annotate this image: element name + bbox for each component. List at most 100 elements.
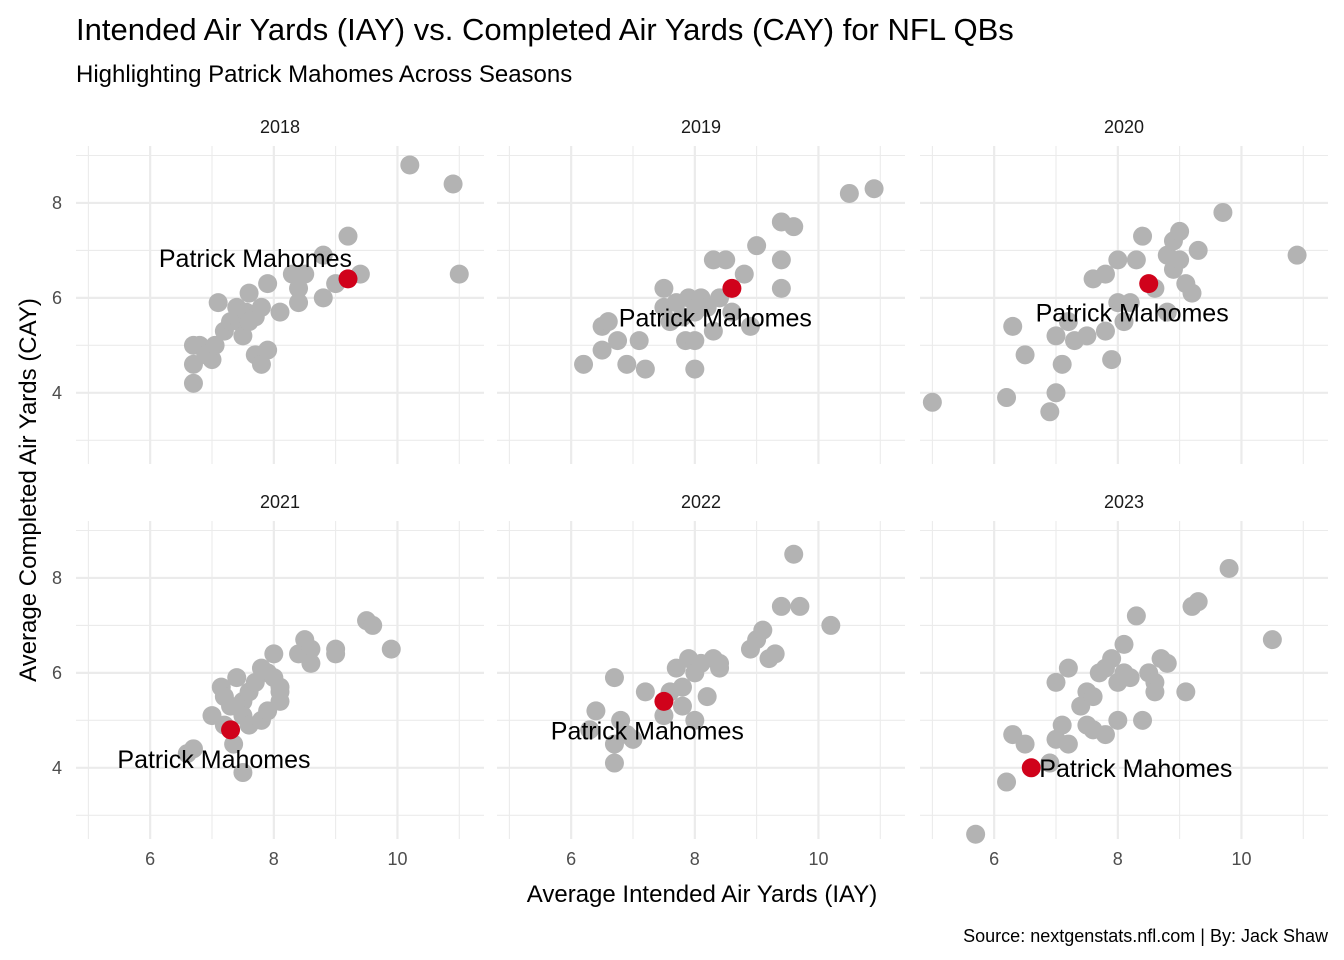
grid — [920, 146, 1328, 464]
qb-point — [685, 331, 705, 351]
qb-point — [1133, 226, 1153, 246]
qb-point — [629, 331, 649, 351]
qb-point — [604, 753, 624, 773]
qb-point — [710, 653, 730, 673]
qb-point — [1157, 302, 1177, 322]
qb-point — [1114, 312, 1134, 332]
qb-point — [208, 293, 228, 313]
qb-point — [771, 596, 791, 616]
qb-point — [1083, 687, 1103, 707]
x-tick-label: 6 — [145, 849, 155, 869]
y-axis-label: Average Completed Air Yards (CAY) — [15, 298, 42, 682]
facet-panel-2020: 2020 Patrick Mahomes — [920, 117, 1328, 464]
qb-point — [747, 236, 767, 256]
qb-point — [580, 720, 600, 740]
qb-point — [1015, 734, 1035, 754]
qb-point — [740, 316, 760, 336]
qb-point — [1133, 710, 1153, 730]
mahomes-point — [221, 720, 241, 740]
qb-point — [1095, 321, 1115, 341]
mahomes-label: Patrick Mahomes — [117, 746, 310, 774]
qb-point — [1108, 710, 1128, 730]
facet-strip-label: 2021 — [260, 492, 300, 512]
x-axis-label: Average Intended Air Yards (IAY) — [527, 881, 877, 908]
qb-point — [697, 687, 717, 707]
qb-point — [227, 668, 247, 688]
mahomes-label: Patrick Mahomes — [159, 245, 352, 273]
qb-point — [381, 639, 401, 659]
qb-point — [1126, 606, 1146, 626]
qb-point — [1058, 734, 1078, 754]
qb-point — [363, 615, 383, 635]
qb-point — [202, 350, 222, 370]
qb-point — [864, 179, 884, 199]
qb-point — [239, 283, 259, 303]
qb-point — [753, 620, 773, 640]
qb-point — [1046, 383, 1066, 403]
qb-point — [784, 217, 804, 237]
qb-point — [765, 644, 785, 664]
chart-title: Intended Air Yards (IAY) vs. Completed A… — [76, 12, 1014, 47]
qb-point — [574, 354, 594, 374]
qb-point — [611, 710, 631, 730]
qb-point — [608, 331, 628, 351]
qb-point — [233, 763, 253, 783]
mahomes-point — [1021, 758, 1041, 778]
facet-strip-label: 2023 — [1104, 492, 1144, 512]
qb-point — [264, 644, 284, 664]
qb-point — [734, 264, 754, 284]
mahomes-point — [722, 278, 742, 298]
facet-strip-label: 2022 — [681, 492, 721, 512]
qb-point — [251, 354, 271, 374]
qb-point — [623, 729, 643, 749]
y-tick-label: 6 — [52, 663, 62, 683]
qb-point — [821, 615, 841, 635]
qb-point — [635, 359, 655, 379]
y-tick-label: 8 — [52, 568, 62, 588]
qb-point — [1157, 653, 1177, 673]
qb-point — [289, 278, 309, 298]
qb-point — [685, 710, 705, 730]
qb-point — [1287, 245, 1307, 265]
qb-point — [966, 824, 986, 844]
qb-point — [1262, 630, 1282, 650]
qb-point — [672, 677, 692, 697]
qb-point — [1102, 649, 1122, 669]
qb-point — [1003, 316, 1023, 336]
qb-point — [313, 245, 333, 265]
mahomes-point — [338, 269, 358, 289]
qb-point — [598, 312, 618, 332]
qb-point — [443, 174, 463, 194]
x-tick-label: 8 — [690, 849, 700, 869]
qb-point — [1219, 558, 1239, 578]
mahomes-label: Patrick Mahomes — [1036, 300, 1229, 328]
qb-point — [1108, 250, 1128, 270]
qb-point — [1120, 668, 1140, 688]
qb-point — [449, 264, 469, 284]
qb-point — [270, 691, 290, 711]
qb-point — [313, 288, 333, 308]
qb-point — [1145, 682, 1165, 702]
qb-point — [922, 392, 942, 412]
qb-point — [205, 335, 225, 355]
y-tick-label: 4 — [52, 758, 62, 778]
qb-point — [224, 734, 244, 754]
qb-point — [1052, 715, 1072, 735]
qb-point — [1170, 221, 1190, 241]
qb-point — [1213, 202, 1233, 222]
facet-panel-2022: 2022 6 8 10 Patrick Mahomes — [497, 492, 905, 869]
qb-point — [1052, 354, 1072, 374]
facet-panel-2018: 2018 4 6 8 Patrick Mahomes — [52, 117, 484, 464]
qb-points — [574, 179, 884, 379]
qb-point — [301, 639, 321, 659]
facet-panel-2023: 2023 6 8 10 Patrick Mahomes — [920, 492, 1328, 869]
qb-point — [326, 644, 346, 664]
qb-point — [1040, 753, 1060, 773]
qb-point — [301, 653, 321, 673]
qb-point — [1095, 264, 1115, 284]
qb-point — [1120, 293, 1140, 313]
qb-point — [338, 226, 358, 246]
qb-point — [1170, 250, 1190, 270]
facet-panel-2021: 2021 4 6 8 6 8 10 Patrick Mahomes — [52, 492, 484, 869]
